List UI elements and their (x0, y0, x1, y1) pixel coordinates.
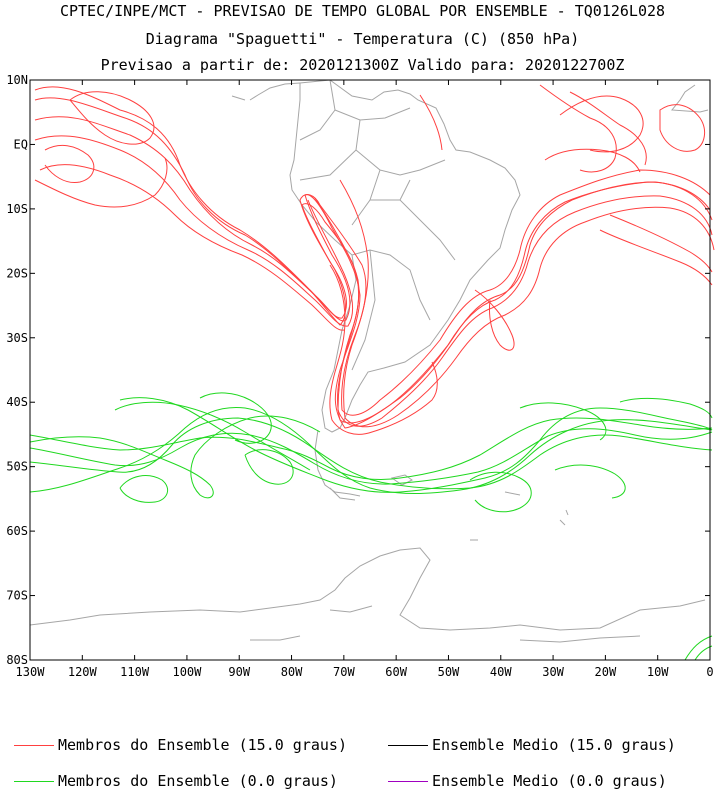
lon-label: 60W (385, 665, 407, 679)
lon-label: 120W (68, 665, 98, 679)
antarctic-islands (470, 509, 569, 541)
contour-15c-member (39, 164, 715, 428)
lat-label: 20S (6, 266, 28, 280)
lat-label: 50S (6, 460, 28, 474)
africa-outline (671, 84, 709, 113)
contour-0c-member (29, 417, 713, 481)
axis-ticks (29, 79, 711, 661)
lon-label: 40W (490, 665, 512, 679)
latitude-labels: 10N EQ 10S 20S 30S 40S 50S 60S 70S 80S (6, 73, 28, 667)
country-borders (299, 79, 456, 371)
contour-0c-member (519, 402, 607, 441)
longitude-labels: 130W 120W 110W 100W 90W 80W 70W 60W 50W 40W 30W 20W… (16, 665, 714, 679)
chart-subtitle: Diagrama "Spaguetti" - Temperatura (C) (… (145, 30, 580, 48)
lon-label: 50W (438, 665, 460, 679)
legend-label: Ensemble Medio (15.0 graus) (432, 736, 676, 754)
lon-label: 0 (706, 665, 713, 679)
chart-title: CPTEC/INPE/MCT - PREVISAO DE TEMPO GLOBA… (59, 2, 666, 20)
lon-label: 130W (16, 665, 46, 679)
lat-label: 30S (6, 331, 28, 345)
contour-15c-member (34, 116, 713, 429)
lat-label: 40S (6, 395, 28, 409)
contour-0c-member (199, 392, 272, 444)
legend-label: Membros do Ensemble (15.0 graus) (58, 736, 347, 754)
falklands-outline (390, 474, 413, 486)
contour-15c-member (474, 289, 515, 351)
legend-item-members-15: Membros do Ensemble (15.0 graus) (14, 736, 347, 754)
contour-0c-member (29, 406, 713, 494)
contour-0c-member (119, 397, 713, 493)
contour-15c-member (599, 214, 713, 286)
lon-label: 90W (228, 665, 250, 679)
tierra-del-fuego-outline (314, 429, 361, 501)
legend-swatch (14, 745, 54, 746)
central-america-outline (231, 82, 301, 101)
lon-label: 70W (333, 665, 355, 679)
lat-label: 80S (6, 653, 28, 667)
members-15c (34, 84, 715, 435)
contour-15c-member (34, 135, 713, 427)
map-frame (29, 79, 711, 661)
legend-item-mean-15: Ensemble Medio (15.0 graus) (388, 736, 676, 754)
legend-swatch (388, 781, 428, 782)
contour-15c-member (539, 84, 647, 173)
contour-0c-member (114, 401, 311, 471)
legend-swatch (14, 781, 54, 782)
lon-label: 100W (172, 665, 202, 679)
contour-0c-member (554, 464, 626, 499)
lon-label: 20W (595, 665, 617, 679)
lon-label: 30W (542, 665, 564, 679)
lat-label: 60S (6, 524, 28, 538)
contour-0c-member (119, 475, 169, 503)
legend-swatch (388, 745, 428, 746)
lat-label: 10S (6, 202, 28, 216)
lon-label: 110W (120, 665, 150, 679)
contour-0c-member (684, 635, 713, 661)
lon-label: 80W (281, 665, 303, 679)
contour-0c-member (29, 415, 321, 499)
lat-label: EQ (14, 137, 28, 151)
legend-item-members-0: Membros do Ensemble (0.0 graus) (14, 772, 338, 790)
south-georgia-outline (504, 491, 521, 496)
legend-label: Membros do Ensemble (0.0 graus) (58, 772, 338, 790)
contour-0c-member (244, 449, 294, 485)
contour-15c-member (44, 144, 95, 184)
south-america-outline (289, 79, 521, 433)
contour-15c-member (659, 104, 706, 152)
legend-item-mean-0: Ensemble Medio (0.0 graus) (388, 772, 667, 790)
contour-15c-member (34, 94, 644, 208)
lat-label: 10N (6, 73, 28, 87)
lat-label: 70S (6, 589, 28, 603)
contour-0c-member (29, 417, 713, 490)
antarctica-outline (29, 547, 706, 643)
contour-0c-member (469, 471, 532, 513)
contour-15c-member (34, 86, 711, 416)
contour-0c-member (29, 428, 713, 485)
legend-label: Ensemble Medio (0.0 graus) (432, 772, 667, 790)
forecast-validity: Previsao a partir de: 2020121300Z Valido… (100, 56, 625, 74)
lon-label: 10W (647, 665, 669, 679)
coastlines (29, 79, 709, 643)
contour-0c-member (619, 397, 713, 419)
members-0c (29, 392, 713, 661)
contour-15c-member (34, 97, 711, 424)
contour-15c-member (69, 91, 155, 145)
contour-15c-member (329, 264, 438, 435)
